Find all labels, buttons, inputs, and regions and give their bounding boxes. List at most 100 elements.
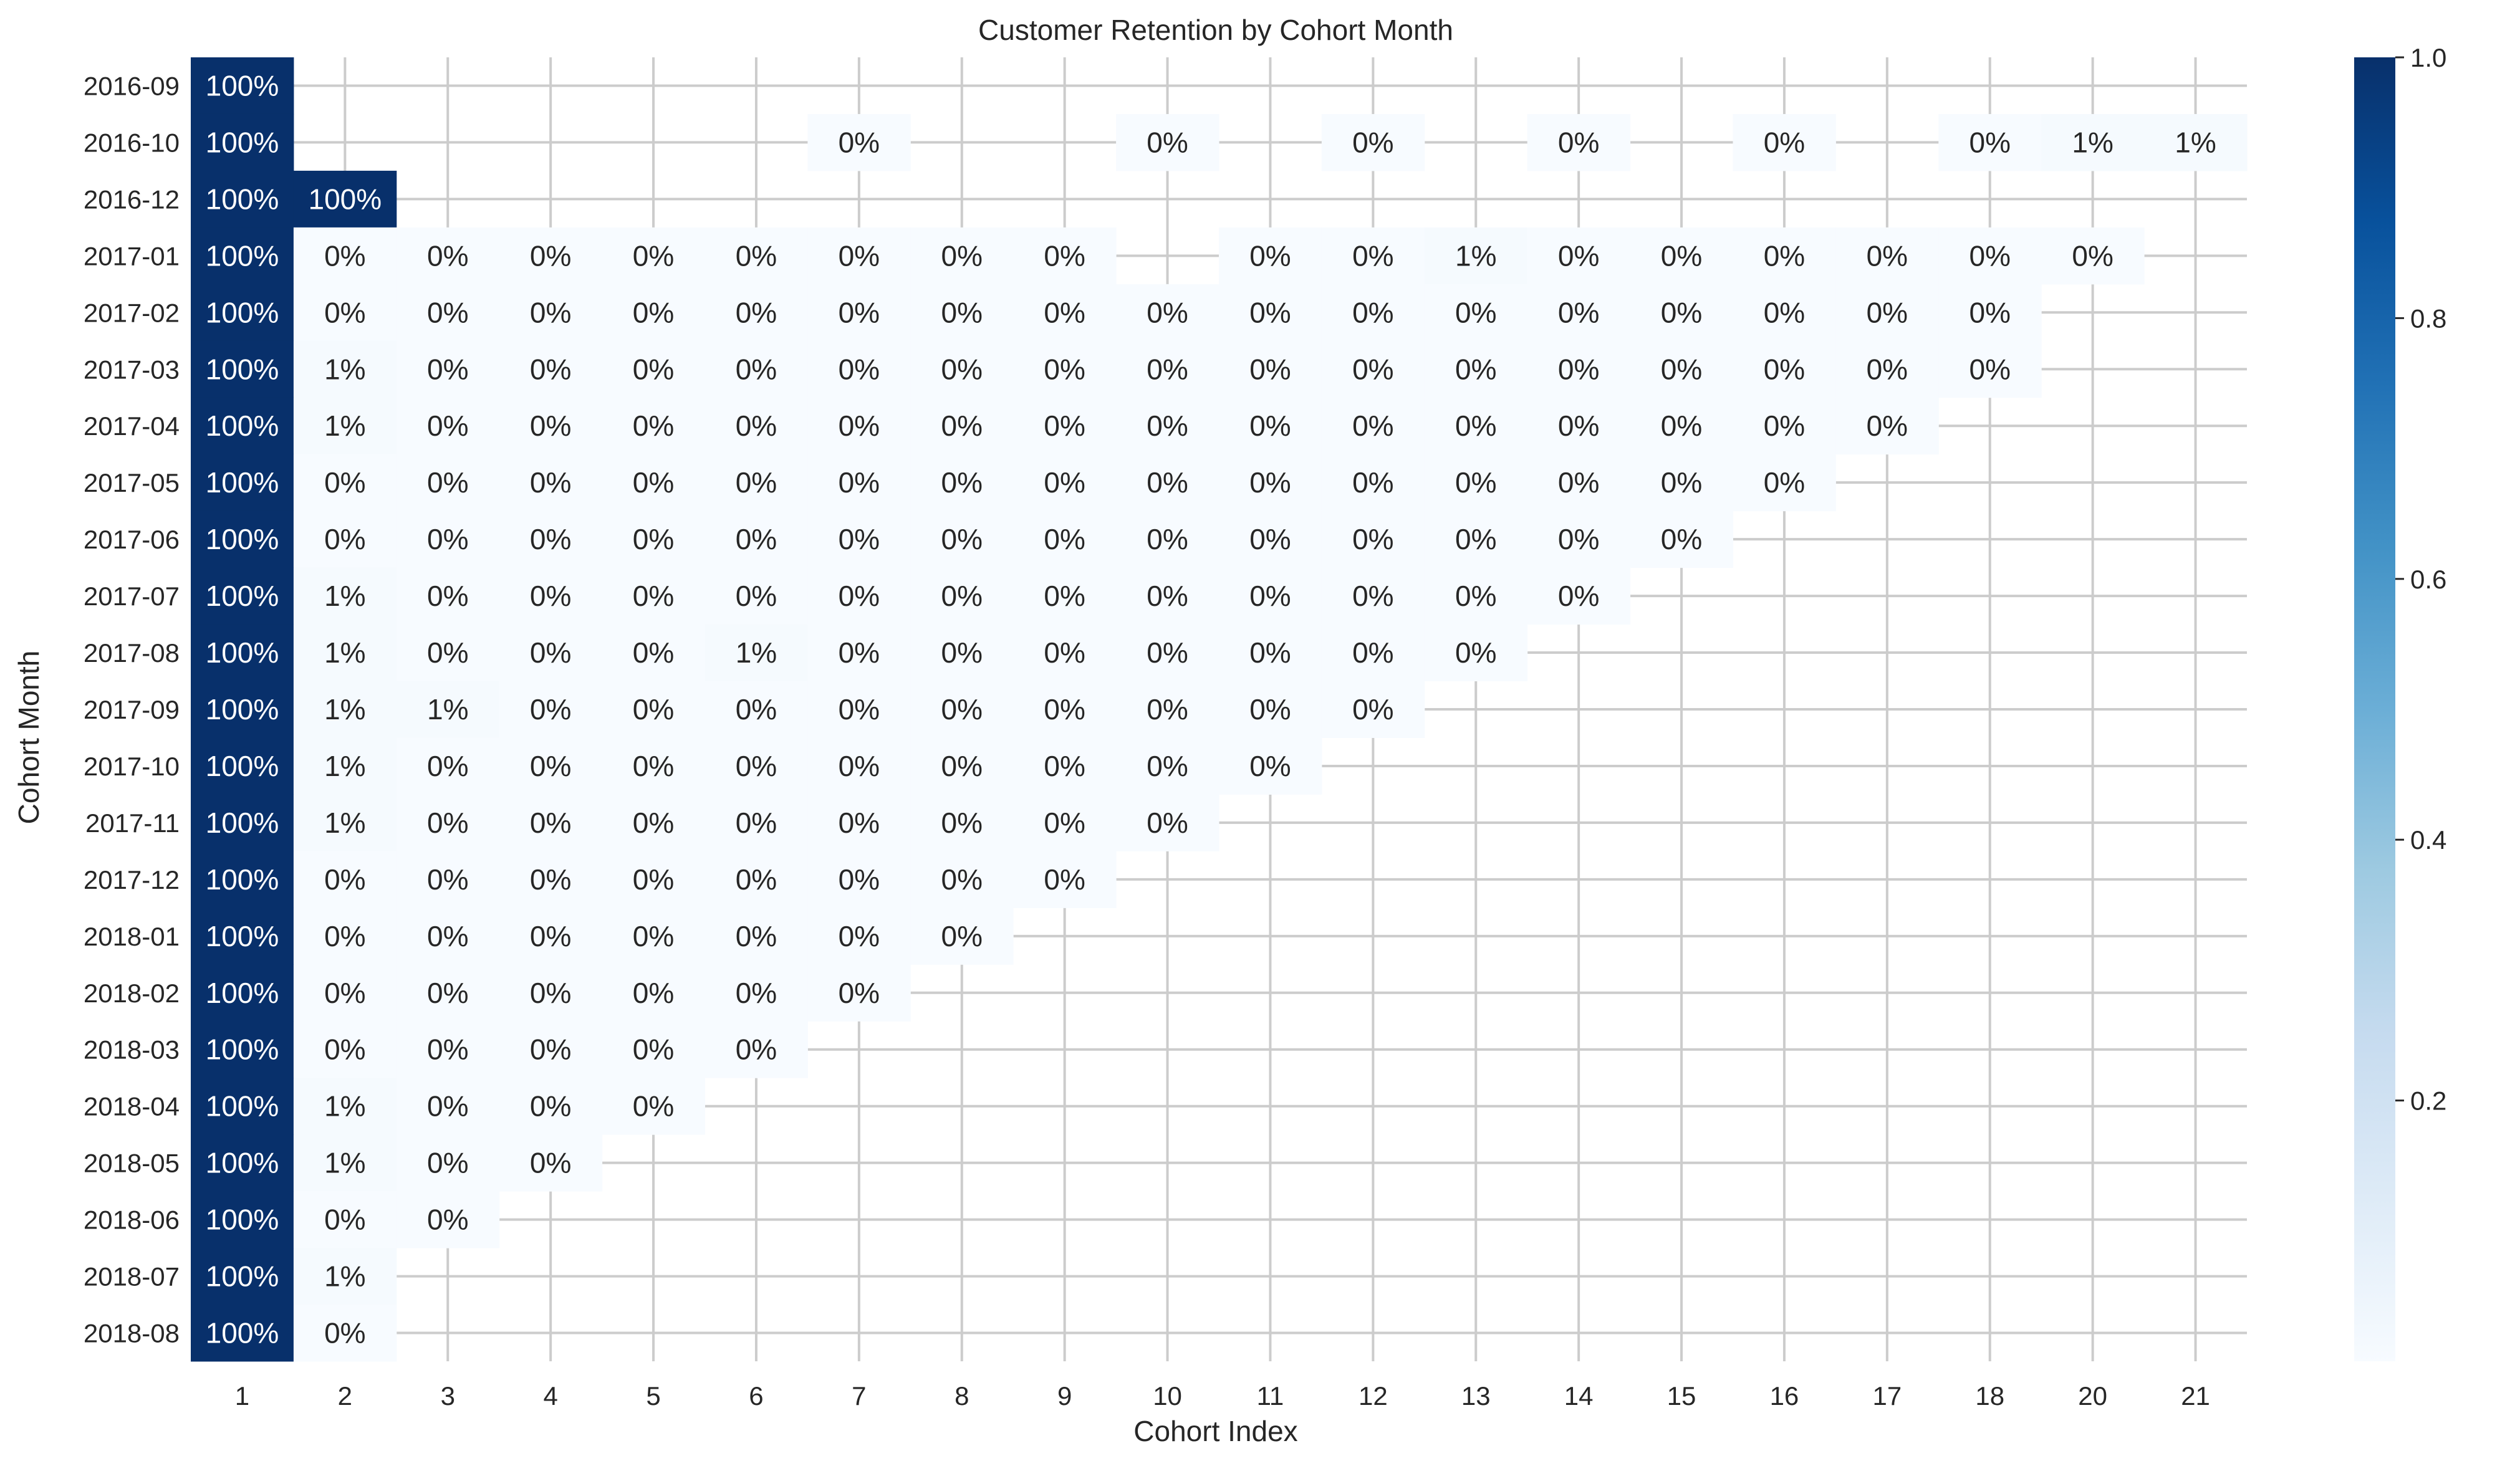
cell-label: 0% bbox=[1352, 353, 1393, 385]
x-tick-label: 13 bbox=[1461, 1381, 1491, 1411]
colorbar-tick-label: 1.0 bbox=[2410, 43, 2446, 72]
cell-label: 0% bbox=[1147, 693, 1188, 726]
cell-label: 100% bbox=[206, 1033, 279, 1066]
heatmap-cell bbox=[807, 510, 911, 568]
cell-label: 0% bbox=[1661, 410, 1702, 442]
heatmap-cell bbox=[1116, 454, 1219, 512]
cell-label: 0% bbox=[1661, 296, 1702, 328]
y-tick-label: 2017-10 bbox=[84, 752, 180, 781]
y-tick-label: 2018-02 bbox=[84, 979, 180, 1008]
cell-label: 0% bbox=[427, 807, 468, 839]
cell-label: 0% bbox=[1455, 353, 1496, 385]
cell-label: 0% bbox=[1044, 636, 1085, 669]
heatmap-cell bbox=[191, 908, 294, 965]
heatmap-cell bbox=[602, 454, 705, 512]
heatmap-cell bbox=[910, 624, 1014, 682]
cell-label: 100% bbox=[206, 750, 279, 782]
heatmap-cell bbox=[602, 624, 705, 682]
heatmap-cell bbox=[499, 624, 603, 682]
heatmap-cell bbox=[191, 57, 294, 115]
heatmap-cell bbox=[910, 737, 1014, 795]
y-tick-label: 2018-06 bbox=[84, 1205, 180, 1235]
heatmap-cell bbox=[910, 908, 1014, 965]
heatmap-cell bbox=[293, 170, 397, 228]
cell-label: 0% bbox=[1558, 239, 1599, 272]
cell-label: 0% bbox=[1558, 466, 1599, 499]
heatmap-cell bbox=[602, 340, 705, 398]
cell-label: 0% bbox=[1455, 410, 1496, 442]
cell-label: 100% bbox=[206, 1147, 279, 1179]
cell-label: 0% bbox=[1867, 239, 1908, 272]
cell-label: 0% bbox=[1969, 296, 2011, 328]
heatmap-cell bbox=[293, 964, 397, 1022]
cell-label: 0% bbox=[1661, 353, 1702, 385]
heatmap-cell bbox=[396, 1134, 500, 1192]
cell-label: 0% bbox=[1352, 636, 1393, 669]
heatmap-cell bbox=[807, 397, 911, 455]
cell-label: 0% bbox=[736, 580, 777, 612]
heatmap-cell bbox=[1013, 284, 1117, 342]
heatmap-cell bbox=[807, 794, 911, 851]
heatmap-cell bbox=[191, 1078, 294, 1135]
colorbar: 0.2 0.4 0.6 0.8 1.0 bbox=[2354, 43, 2446, 1361]
heatmap-cell bbox=[499, 227, 603, 285]
cell-label: 1% bbox=[324, 353, 365, 385]
heatmap-cell bbox=[499, 567, 603, 625]
cell-label: 0% bbox=[1661, 466, 1702, 499]
cell-label: 0% bbox=[1147, 296, 1188, 328]
cell-label: 0% bbox=[839, 693, 880, 726]
cell-label: 0% bbox=[633, 580, 674, 612]
y-tick-label: 2018-08 bbox=[84, 1319, 180, 1348]
heatmap-cell bbox=[1527, 113, 1631, 171]
heatmap-cell bbox=[499, 284, 603, 342]
heatmap-cell bbox=[705, 681, 808, 738]
heatmap-cell bbox=[191, 113, 294, 171]
cell-label: 0% bbox=[736, 863, 777, 896]
x-tick-label: 11 bbox=[1257, 1381, 1284, 1411]
heatmap-cell bbox=[191, 964, 294, 1022]
heatmap-cell bbox=[1219, 340, 1322, 398]
cell-label: 1% bbox=[324, 1147, 365, 1179]
cell-label: 0% bbox=[1764, 410, 1805, 442]
cell-label: 0% bbox=[736, 523, 777, 555]
cell-label: 0% bbox=[1352, 466, 1393, 499]
cell-label: 100% bbox=[206, 920, 279, 952]
heatmap-cell bbox=[705, 284, 808, 342]
heatmap-cell bbox=[910, 284, 1014, 342]
cell-label: 0% bbox=[941, 636, 983, 669]
heatmap-cell bbox=[293, 340, 397, 398]
cell-label: 0% bbox=[1764, 466, 1805, 499]
cell-label: 0% bbox=[427, 750, 468, 782]
x-tick-label: 21 bbox=[2181, 1381, 2210, 1411]
heatmap-cell bbox=[191, 510, 294, 568]
heatmap-cell bbox=[807, 284, 911, 342]
cell-label: 0% bbox=[1558, 523, 1599, 555]
heatmap-cell bbox=[1733, 397, 1836, 455]
cell-label: 100% bbox=[206, 580, 279, 612]
heatmap-cell bbox=[191, 397, 294, 455]
heatmap-cell bbox=[191, 681, 294, 738]
cell-label: 0% bbox=[324, 239, 365, 272]
cell-label: 0% bbox=[1249, 523, 1291, 555]
cell-label: 0% bbox=[633, 410, 674, 442]
heatmap-cell bbox=[705, 340, 808, 398]
heatmap-cell bbox=[910, 227, 1014, 285]
heatmap-cell bbox=[1116, 510, 1219, 568]
cell-label: 0% bbox=[1867, 410, 1908, 442]
heatmap-cell bbox=[910, 794, 1014, 851]
cell-label: 0% bbox=[633, 239, 674, 272]
heatmap-cell bbox=[293, 284, 397, 342]
heatmap-cell bbox=[705, 1021, 808, 1078]
heatmap-cell bbox=[705, 510, 808, 568]
cell-label: 100% bbox=[206, 296, 279, 328]
cell-label: 0% bbox=[1352, 239, 1393, 272]
heatmap-cell bbox=[602, 964, 705, 1022]
heatmap-cell bbox=[499, 1078, 603, 1135]
cell-label: 0% bbox=[839, 750, 880, 782]
cell-label: 0% bbox=[941, 410, 983, 442]
cell-label: 100% bbox=[206, 353, 279, 385]
heatmap-cell bbox=[807, 964, 911, 1022]
cell-label: 0% bbox=[530, 1033, 571, 1066]
cell-label: 0% bbox=[839, 920, 880, 952]
heatmap-cell bbox=[191, 340, 294, 398]
